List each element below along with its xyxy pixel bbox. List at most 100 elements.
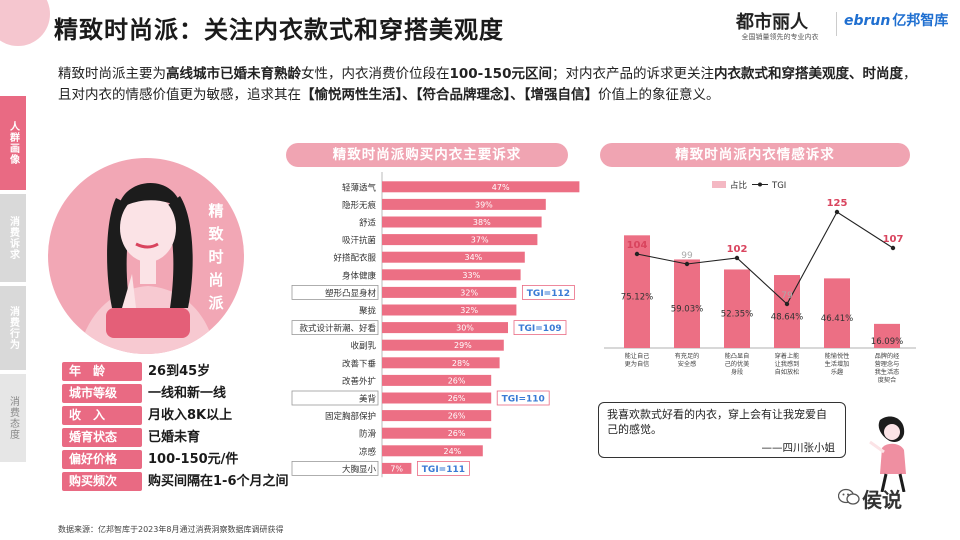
chart2-tgi-line [636, 211, 894, 305]
profile-row: 偏好价格 100-150元/件 [62, 450, 362, 469]
chart1-category-label: 隐形无痕 [342, 200, 377, 211]
partner-logo: ebrun 亿邦智库 [844, 10, 948, 30]
profile-value: 已婚未育 [148, 430, 201, 445]
profile-row: 年 龄 26到45岁 [62, 362, 362, 381]
chart2-tgi-point [734, 255, 740, 261]
chart1-value-label: 39% [475, 200, 493, 209]
chart1-value-label: 47% [492, 183, 510, 192]
page-title: 精致时尚派：关注内衣款式和穿搭美观度 [54, 16, 504, 44]
chart1-bar [382, 269, 521, 281]
side-tab-behavior[interactable]: 消费行为 [0, 286, 26, 370]
side-tab-attitude[interactable]: 消费态度 [0, 374, 26, 462]
profile-label: 城市等级 [62, 384, 142, 403]
chart2-bar-value-label: 75.12% [621, 293, 653, 303]
chart2-tgi-label: 99 [681, 251, 693, 261]
chart2-tgi-label: 102 [727, 244, 748, 255]
chart2-legend-line-dot [758, 182, 762, 187]
chart2-tgi-point [684, 261, 690, 267]
chart2-category-label: 有充足的安全感 [675, 352, 700, 368]
purchase-demand-bar-chart: 轻薄透气 47% 隐形无痕 39% 舒适 38% 吸汗抗菌 37% 好搭配衣服 34% 身体健康 33… [291, 172, 580, 478]
chart1-category-label: 身体健康 [342, 270, 377, 281]
chart1-bar [382, 286, 517, 298]
thinking-woman-icon [869, 416, 906, 492]
chart1-tgi-label: TGI=109 [518, 324, 561, 334]
chart2-bar [824, 278, 850, 348]
profile-row: 城市等级 一线和新一线 [62, 384, 362, 403]
chart1-value-label: 28% [452, 359, 470, 368]
chart1-bar [382, 234, 538, 246]
chart1-value-label: 30% [456, 324, 474, 333]
emotional-demand-combo-chart: 占比 TGI 75.12% 能让自己更为自信 59.03% 有充足的安全感 52.35% 能凸… [604, 180, 916, 384]
chart1-bar [382, 374, 492, 386]
chart1-value-label: 7% [390, 464, 403, 473]
header: 精致时尚派：关注内衣款式和穿搭美观度 都市丽人 全国销量领先的专业内衣 ebru… [0, 0, 960, 58]
intro-bold-4: 【愉悦两性生活】、【符合品牌理念】、【增强自信】 [301, 87, 598, 103]
chart1-bar [382, 251, 525, 263]
intro-text-4: ，且对内衣的情感价值更为敏感，追求其在 [58, 66, 917, 103]
brand-logo-text: 都市丽人 [736, 12, 808, 33]
profile-value: 100-150元/件 [148, 452, 239, 467]
chart1-category-label: 凉感 [359, 446, 377, 457]
chart1-category-label: 聚拢 [359, 306, 377, 317]
chart1-highlight-box [291, 320, 379, 336]
chart1-bar [382, 445, 483, 457]
chart2-bar [724, 269, 750, 348]
partner-logo-cn: 亿邦智库 [892, 13, 949, 29]
profile-label: 偏好价格 [62, 450, 142, 469]
profile-row: 收 入 月收入8K以上 [62, 406, 362, 425]
chart2-tgi-point [890, 245, 896, 251]
wechat-icon [838, 488, 860, 505]
chart1-title: 精致时尚派购买内衣主要诉求 [286, 143, 568, 167]
profile-label: 年 龄 [62, 362, 142, 381]
profile-value: 购买间隔在1-6个月之间 [148, 474, 289, 489]
chart1-value-label: 26% [448, 429, 466, 438]
profile-label: 收 入 [62, 406, 142, 425]
chart1-category-label: 大胸显小 [342, 464, 377, 475]
chart1-bar [382, 198, 546, 210]
persona-illustration [48, 158, 244, 354]
chart1-value-label: 29% [454, 341, 472, 350]
side-tab-demand[interactable]: 消费诉求 [0, 194, 26, 282]
profile-row: 购买频次 购买间隔在1-6个月之间 [62, 472, 362, 491]
chart1-bar [382, 339, 504, 351]
quote-text: 我喜欢款式好看的内衣，穿上会有让我宠爱自己的感觉。 [607, 408, 827, 436]
chart2-tgi-point [784, 301, 790, 307]
chart1-tgi-box [496, 390, 550, 406]
chart1-bar [382, 462, 412, 474]
profile-value: 26到45岁 [148, 364, 211, 379]
chart1-tgi-box [521, 285, 575, 300]
quote-author: ——四川张小姐 [761, 442, 836, 454]
chart2-category-label: 穿着上能让我感到自如放松 [775, 352, 800, 376]
chart2-bar-value-label: 48.64% [771, 313, 803, 323]
chart1-tgi-label: TGI=111 [422, 465, 465, 475]
profile-row: 婚育状态 已婚未育 [62, 428, 362, 447]
chart1-bar [382, 427, 492, 439]
profile-label: 购买频次 [62, 472, 142, 491]
brand-logo-subtitle: 全国销量领先的专业内衣 [741, 33, 819, 41]
partner-logo-en: ebrun [844, 13, 891, 29]
intro-text-1: 精致时尚派主要为 [58, 66, 166, 82]
chart1-highlight-box [291, 390, 379, 406]
chart1-category-label: 防滑 [359, 429, 377, 440]
chart2-bar [674, 259, 700, 348]
intro-bold-1: 高线城市已婚未育熟龄 [166, 66, 301, 82]
intro-bold-2: 100-150元区间 [449, 66, 552, 82]
chart2-tgi-label: 79 [781, 291, 793, 301]
chart1-bar [382, 322, 508, 334]
side-tab-persona[interactable]: 人群画像 [0, 96, 26, 190]
chart1-bar [382, 392, 492, 404]
woman-figure-icon [78, 182, 216, 354]
chart2-category-label: 品牌的经营理念与我生活态度契合 [875, 352, 900, 384]
profile-value: 月收入8K以上 [148, 408, 233, 423]
chart1-value-label: 32% [460, 306, 478, 315]
chart2-bar-value-label: 16.09% [871, 337, 903, 347]
chart1-value-label: 38% [473, 218, 491, 227]
profile-value: 一线和新一线 [148, 386, 227, 401]
chart1-bar [382, 410, 492, 422]
logo-divider [836, 12, 837, 36]
chart1-value-label: 37% [471, 236, 489, 245]
chart2-category-label: 能凸显自己的优美身段 [725, 352, 750, 376]
chart1-category-label: 固定胸部保护 [325, 411, 376, 422]
chart1-category-label: 吸汗抗菌 [342, 235, 376, 246]
chart1-value-label: 33% [462, 271, 480, 280]
